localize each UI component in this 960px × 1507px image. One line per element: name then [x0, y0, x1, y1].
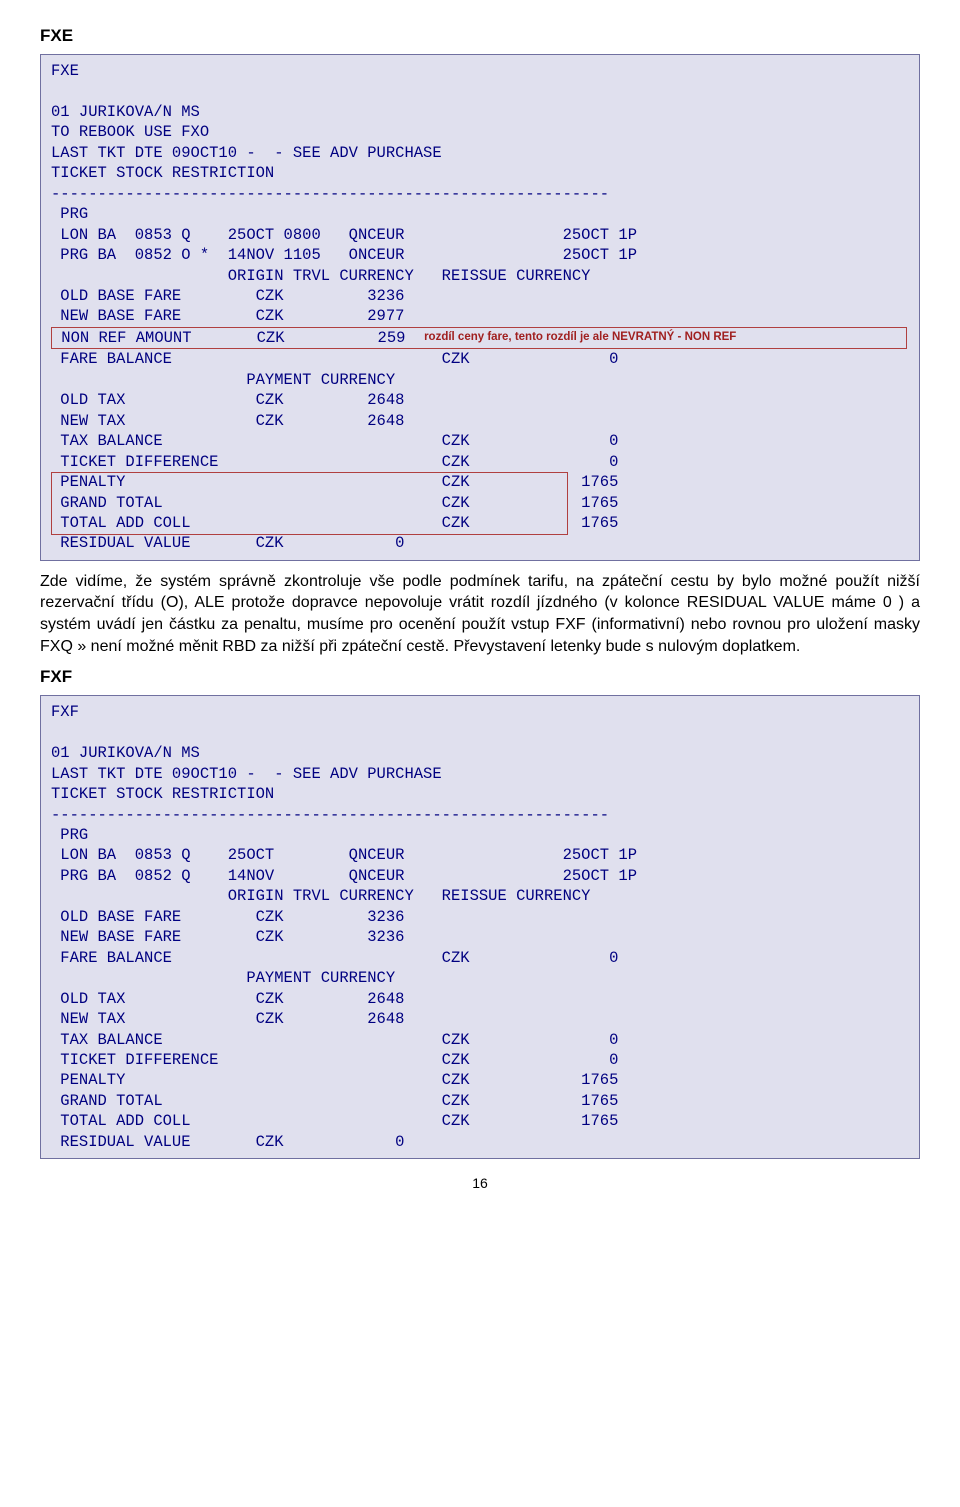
- terminal-line: TAX BALANCE CZK 0: [51, 431, 909, 451]
- terminal-line: PAYMENT CURRENCY: [51, 968, 909, 988]
- fxf-heading: FXF: [40, 667, 920, 687]
- terminal-line: PENALTY CZK 1765: [51, 1070, 909, 1090]
- terminal-line: FXE: [51, 61, 909, 81]
- terminal-line: RESIDUAL VALUE CZK 0: [51, 533, 909, 553]
- terminal-line: PENALTY CZK 1765: [51, 472, 909, 492]
- terminal-line: TO REBOOK USE FXO: [51, 122, 909, 142]
- fxe-terminal: FXE 01 JURIKOVA/N MSTO REBOOK USE FXOLAS…: [40, 54, 920, 561]
- terminal-line: TICKET STOCK RESTRICTION: [51, 784, 909, 804]
- terminal-line: GRAND TOTAL CZK 1765: [51, 493, 909, 513]
- terminal-lines-lower: FARE BALANCE CZK 0 PAYMENT CURRENCY OLD …: [51, 349, 909, 554]
- fxf-terminal: FXF 01 JURIKOVA/N MSLAST TKT DTE 09OCT10…: [40, 695, 920, 1159]
- fxe-heading: FXE: [40, 26, 920, 46]
- terminal-line: ----------------------------------------…: [51, 805, 909, 825]
- terminal-line: PAYMENT CURRENCY: [51, 370, 909, 390]
- terminal-line: ----------------------------------------…: [51, 184, 909, 204]
- terminal-line: NEW TAX CZK 2648: [51, 411, 909, 431]
- terminal-line: LON BA 0853 Q 25OCT QNCEUR 25OCT 1P: [51, 845, 909, 865]
- terminal-line: TAX BALANCE CZK 0: [51, 1030, 909, 1050]
- terminal-line: LON BA 0853 Q 25OCT 0800 QNCEUR 25OCT 1P: [51, 225, 909, 245]
- terminal-line: LAST TKT DTE 09OCT10 - - SEE ADV PURCHAS…: [51, 764, 909, 784]
- terminal-line: RESIDUAL VALUE CZK 0: [51, 1132, 909, 1152]
- terminal-text: NON REF AMOUNT CZK 259: [52, 329, 424, 347]
- terminal-line: TICKET DIFFERENCE CZK 0: [51, 452, 909, 472]
- terminal-line: LAST TKT DTE 09OCT10 - - SEE ADV PURCHAS…: [51, 143, 909, 163]
- terminal-line: OLD BASE FARE CZK 3236: [51, 286, 909, 306]
- terminal-line: PRG: [51, 204, 909, 224]
- terminal-line: FARE BALANCE CZK 0: [51, 349, 909, 369]
- terminal-line: ORIGIN TRVL CURRENCY REISSUE CURRENCY: [51, 266, 909, 286]
- terminal-line: NEW BASE FARE CZK 2977: [51, 306, 909, 326]
- nonref-annotation-text: rozdíl ceny fare, tento rozdíl je ale NE…: [424, 331, 736, 343]
- terminal-line: TOTAL ADD COLL CZK 1765: [51, 513, 909, 533]
- body-paragraph: Zde vidíme, že systém správně zkontroluj…: [40, 571, 920, 657]
- terminal-line: NEW TAX CZK 2648: [51, 1009, 909, 1029]
- terminal-line: TICKET STOCK RESTRICTION: [51, 163, 909, 183]
- terminal-line: [51, 723, 909, 743]
- terminal-line: ORIGIN TRVL CURRENCY REISSUE CURRENCY: [51, 886, 909, 906]
- terminal-line: PRG BA 0852 O * 14NOV 1105 ONCEUR 25OCT …: [51, 245, 909, 265]
- terminal-line: OLD TAX CZK 2648: [51, 390, 909, 410]
- terminal-line-annotated: NON REF AMOUNT CZK 259 rozdíl ceny fare,…: [51, 327, 909, 349]
- terminal-line: 01 JURIKOVA/N MS: [51, 743, 909, 763]
- nonref-annotation-box: NON REF AMOUNT CZK 259 rozdíl ceny fare,…: [51, 327, 907, 349]
- terminal-line: TICKET DIFFERENCE CZK 0: [51, 1050, 909, 1070]
- terminal-line: OLD BASE FARE CZK 3236: [51, 907, 909, 927]
- terminal-line: FARE BALANCE CZK 0: [51, 948, 909, 968]
- terminal-line: [51, 81, 909, 101]
- page-number: 16: [40, 1175, 920, 1191]
- terminal-line: 01 JURIKOVA/N MS: [51, 102, 909, 122]
- terminal-line: FXF: [51, 702, 909, 722]
- terminal-line: PRG: [51, 825, 909, 845]
- terminal-line: NEW BASE FARE CZK 3236: [51, 927, 909, 947]
- terminal-line: GRAND TOTAL CZK 1765: [51, 1091, 909, 1111]
- terminal-line: PRG BA 0852 Q 14NOV QNCEUR 25OCT 1P: [51, 866, 909, 886]
- terminal-line: TOTAL ADD COLL CZK 1765: [51, 1111, 909, 1131]
- terminal-line: OLD TAX CZK 2648: [51, 989, 909, 1009]
